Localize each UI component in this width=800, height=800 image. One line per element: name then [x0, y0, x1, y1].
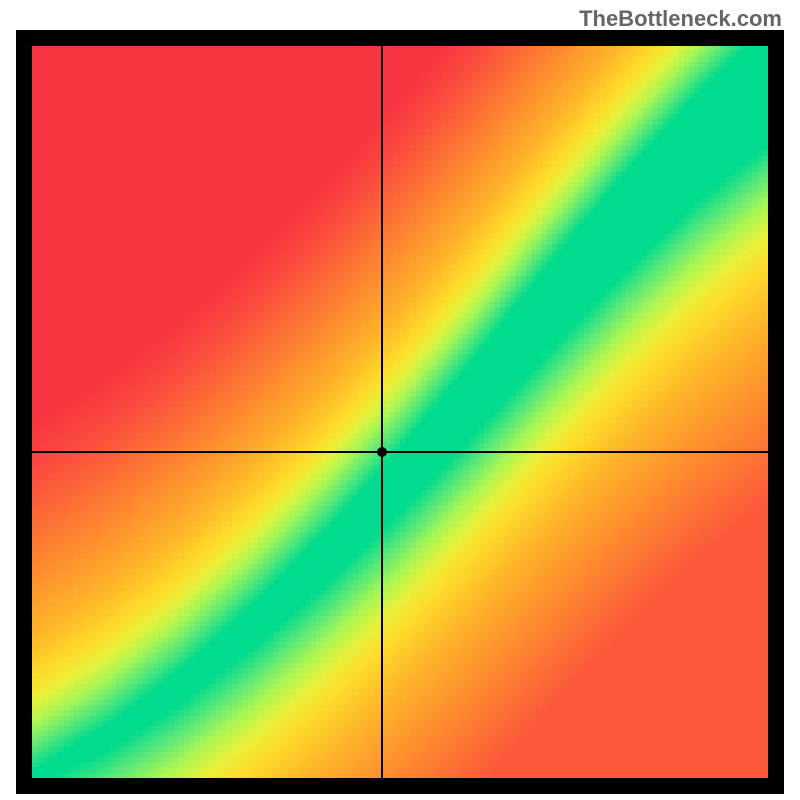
plot-area [32, 46, 768, 778]
chart-container: TheBottleneck.com [0, 0, 800, 800]
crosshair-vertical [381, 46, 383, 778]
crosshair-horizontal [32, 451, 768, 453]
heatmap-canvas [32, 46, 768, 778]
watermark-text: TheBottleneck.com [579, 6, 782, 32]
crosshair-marker [377, 447, 387, 457]
